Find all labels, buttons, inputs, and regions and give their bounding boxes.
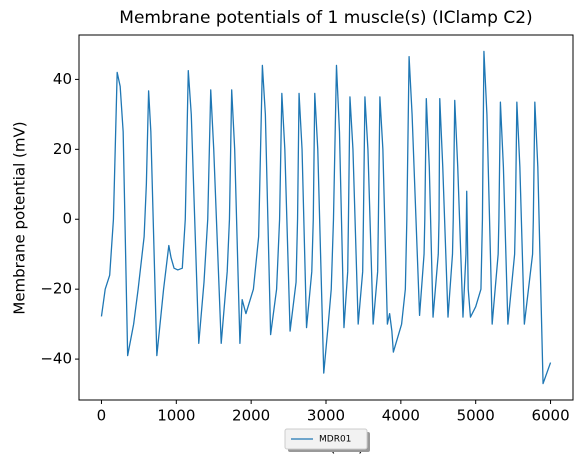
x-tick-label: 5000 xyxy=(457,407,495,425)
x-tick-label: 3000 xyxy=(307,407,345,425)
y-axis-label: Membrane potential (mV) xyxy=(11,121,29,314)
x-tick-label: 2000 xyxy=(232,407,270,425)
y-tick-label: 0 xyxy=(62,210,72,228)
y-tick-label: 40 xyxy=(53,70,72,88)
y-tick-label: 20 xyxy=(53,140,72,158)
legend-label: MDR01 xyxy=(319,435,351,445)
series-line xyxy=(100,50,552,385)
x-tick-label: 0 xyxy=(97,407,107,425)
y-tick-label: −20 xyxy=(40,280,72,298)
x-tick-label: 1000 xyxy=(157,407,195,425)
y-tick-label: −40 xyxy=(40,350,72,368)
legend-box xyxy=(284,428,368,450)
x-tick-label: 4000 xyxy=(382,407,420,425)
chart-title: Membrane potentials of 1 muscle(s) (ICla… xyxy=(119,8,532,28)
x-tick-label: 6000 xyxy=(531,407,569,425)
axes-frame xyxy=(78,34,574,401)
